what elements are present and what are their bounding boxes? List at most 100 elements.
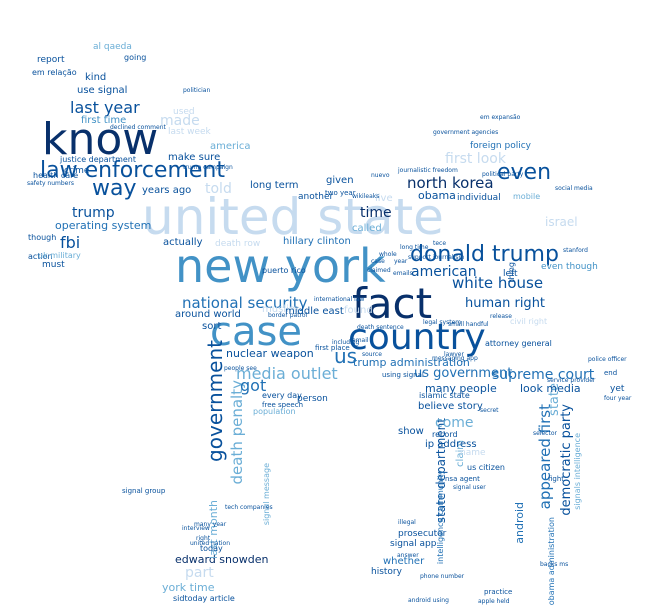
word-report: report xyxy=(37,55,65,65)
word-national-security: national security xyxy=(182,294,308,312)
word-part: part xyxy=(185,565,214,581)
word-practice: practice xyxy=(484,588,513,596)
word-government: government xyxy=(203,340,227,462)
word-including: including xyxy=(332,339,360,346)
word-muslim: muslim xyxy=(262,304,299,315)
word-civil-right: civil right xyxy=(510,317,548,326)
word-death-penalty: death penalty xyxy=(228,380,246,485)
word-journalistic-freedom: journalistic freedom xyxy=(398,167,458,174)
word-uk-military: uk military xyxy=(38,251,81,260)
word-first-look: first look xyxy=(445,151,506,167)
word-international-law: international law xyxy=(314,296,365,303)
word-signal-group: signal group xyxy=(122,487,166,495)
word-supreme-court: supreme court xyxy=(492,367,595,383)
word-record: record xyxy=(432,430,458,439)
word-united-state: united state xyxy=(142,188,444,246)
word-tech-companies: tech companies xyxy=(225,504,273,511)
word-interview: interview xyxy=(182,525,210,532)
word-phone-number: phone number xyxy=(420,573,465,580)
word-long-time: long time xyxy=(400,244,429,251)
word-us-government: us government xyxy=(414,366,513,381)
word-death-row: death row xyxy=(215,239,261,249)
word-even: even xyxy=(497,160,552,185)
word-north-korea: north korea xyxy=(407,174,494,192)
word-america: america xyxy=(210,141,251,152)
word-end: end xyxy=(604,369,618,377)
word-nuevo: nuevo xyxy=(371,172,390,179)
word-got: got xyxy=(240,376,267,395)
word-believe-story: believe story xyxy=(418,401,483,412)
word-yet: yet xyxy=(610,384,625,394)
word-live: live xyxy=(375,193,393,204)
word-look-media: look media xyxy=(520,382,581,395)
word-right: right xyxy=(196,535,211,542)
word-last-year: last year xyxy=(70,98,140,117)
word-fbi: fbi xyxy=(60,233,81,252)
word-fact: fact xyxy=(352,279,433,328)
word-obama: obama xyxy=(418,189,456,202)
word-emails: emails xyxy=(393,270,413,277)
word-used: used xyxy=(173,107,195,117)
word-illegal: illegal xyxy=(398,519,416,526)
word-people-see: people see xyxy=(224,365,257,372)
word-called: called xyxy=(352,223,382,234)
word-source: source xyxy=(362,351,382,358)
word-backs-ms: backs ms xyxy=(540,561,569,568)
word-stanford: stanford xyxy=(563,247,588,254)
word-history: history xyxy=(371,567,402,577)
word-middle-east: middle east xyxy=(285,306,344,317)
word-israel: israel xyxy=(545,215,578,229)
word-justice-department: justice department xyxy=(60,155,137,164)
word-tece: tece xyxy=(433,240,447,247)
word-attorney-general: attorney general xyxy=(485,339,552,348)
word-crime: crime xyxy=(64,166,90,176)
word-way: way xyxy=(92,176,137,201)
word-found: found xyxy=(344,305,373,316)
word-edward-snowden: edward snowden xyxy=(175,553,269,566)
word-white-house: white house xyxy=(452,274,544,292)
word-given: given xyxy=(326,175,354,186)
word-wikileaks: wikileaks xyxy=(352,193,380,200)
word-even-though: even though xyxy=(541,262,598,272)
word-selector: selector xyxy=(533,430,557,437)
word-show: show xyxy=(398,426,424,437)
word-many-people: many people xyxy=(425,382,497,395)
word-come: come xyxy=(435,415,474,431)
word-health-care: health care xyxy=(33,171,79,180)
word-hillary-clinton: hillary clinton xyxy=(283,236,351,247)
word-kind: kind xyxy=(85,72,107,83)
word-many-year: many year xyxy=(194,521,227,528)
word-media-outlet: media outlet xyxy=(236,364,338,383)
word-using-signal: using signal xyxy=(382,371,424,379)
word-human-right: human right xyxy=(465,296,546,311)
word-trump-campaign: trump campaign xyxy=(183,164,233,171)
word-know: know xyxy=(42,114,159,165)
word-government-agencies: government agencies xyxy=(433,129,499,136)
word-political-party: political party xyxy=(482,171,524,178)
word-service-provider: service provider xyxy=(547,377,596,384)
word-intelligence-community: intelligence community xyxy=(436,470,445,565)
word-safety-numbers: safety numbers xyxy=(27,180,74,187)
word-declined-comment: declined comment xyxy=(110,124,166,131)
word-long-term: long term xyxy=(250,180,299,191)
word-first-place: first place xyxy=(315,344,350,352)
word-action: action xyxy=(28,252,53,261)
word-case: case xyxy=(210,309,302,355)
word-new-york: new york xyxy=(175,239,386,293)
word-android: android xyxy=(513,502,526,544)
word-trump: trump xyxy=(72,205,115,221)
word-population: population xyxy=(253,407,296,416)
word-name: name xyxy=(460,448,486,458)
word-death-sentence: death sentence xyxy=(357,324,404,331)
word-legal-system: legal system xyxy=(423,319,462,326)
word-signal-message: signal message xyxy=(262,463,271,526)
word-operating-system: operating system xyxy=(55,219,152,232)
word-use-signal: use signal xyxy=(77,85,128,96)
word-islamic-state: islamic state xyxy=(419,391,470,400)
word-puerto-rico: puerto rico xyxy=(262,266,306,275)
word-though: though xyxy=(28,233,57,242)
word-whether: whether xyxy=(383,556,425,567)
word-around-world: around world xyxy=(175,309,241,320)
word-claimed: claimed xyxy=(367,267,391,274)
